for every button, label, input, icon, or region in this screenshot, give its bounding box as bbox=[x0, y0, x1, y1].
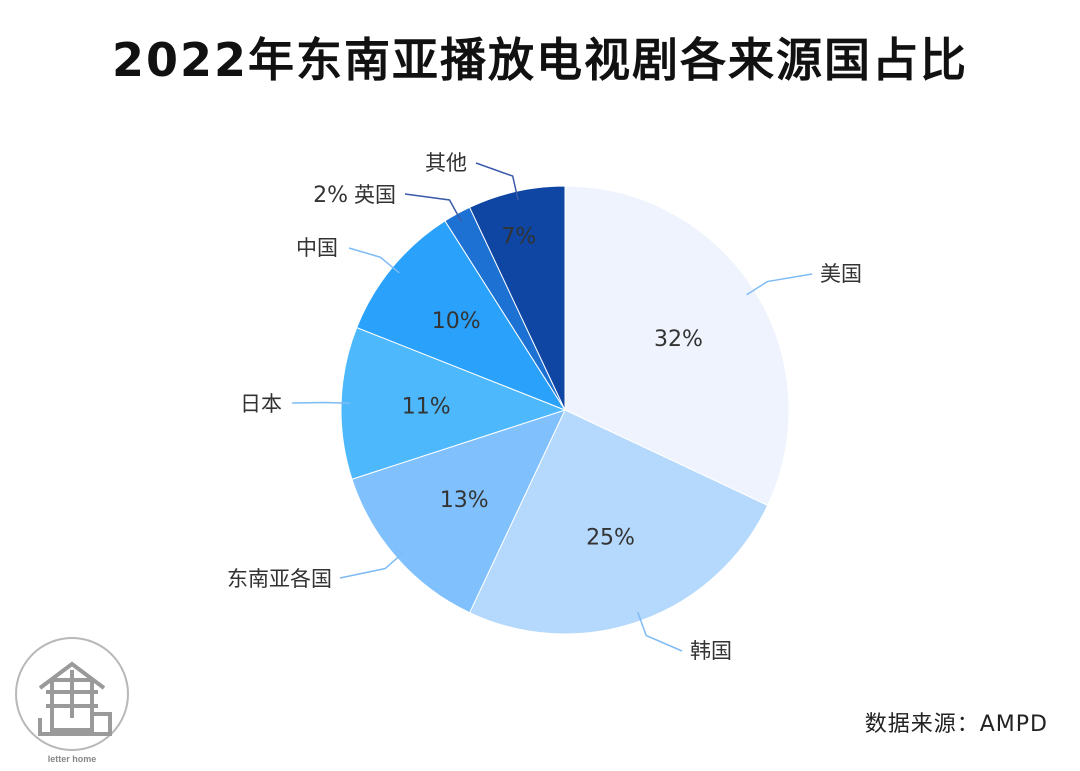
leader-line-6 bbox=[475, 162, 519, 201]
slice-category-label-6: 其他 bbox=[425, 151, 467, 175]
book-house-logo-icon bbox=[10, 636, 136, 758]
slice-value-label-0: 32% bbox=[654, 327, 703, 352]
slice-value-label-2: 13% bbox=[440, 488, 489, 513]
slice-category-label-2: 东南亚各国 bbox=[227, 567, 332, 591]
pie-slices bbox=[340, 185, 790, 635]
slice-value-label-6: 7% bbox=[501, 224, 536, 249]
slice-category-label-0: 美国 bbox=[820, 262, 862, 286]
source-note: 数据来源：AMPD bbox=[864, 712, 1048, 737]
slice-category-label-4: 中国 bbox=[296, 236, 338, 260]
chart-title: 2022年东南亚播放电视剧各来源国占比 bbox=[111, 33, 969, 87]
logo-caption: letter home bbox=[47, 754, 97, 764]
slice-category-label-1: 韩国 bbox=[690, 639, 732, 663]
slice-value-label-4: 10% bbox=[432, 309, 481, 334]
slice-labels: 32% 美国 25% 韩国 13% 东南亚各国 11% 日本 10% 中国 2% 英国 7% 其他 bbox=[227, 151, 862, 663]
slice-value-label-1: 25% bbox=[586, 525, 635, 550]
leader-line-3 bbox=[291, 401, 351, 404]
leader-lines bbox=[291, 162, 813, 652]
leader-line-4 bbox=[348, 247, 400, 274]
leader-line-1 bbox=[637, 612, 683, 652]
leader-line-2 bbox=[339, 551, 405, 579]
slice-category-label-5: 英国 bbox=[354, 183, 396, 207]
slice-value-label-5: 2% bbox=[313, 183, 348, 208]
leader-line-0 bbox=[746, 273, 813, 296]
slice-value-label-3: 11% bbox=[402, 395, 451, 420]
slice-category-label-3: 日本 bbox=[240, 392, 282, 416]
leader-line-5 bbox=[404, 193, 463, 222]
